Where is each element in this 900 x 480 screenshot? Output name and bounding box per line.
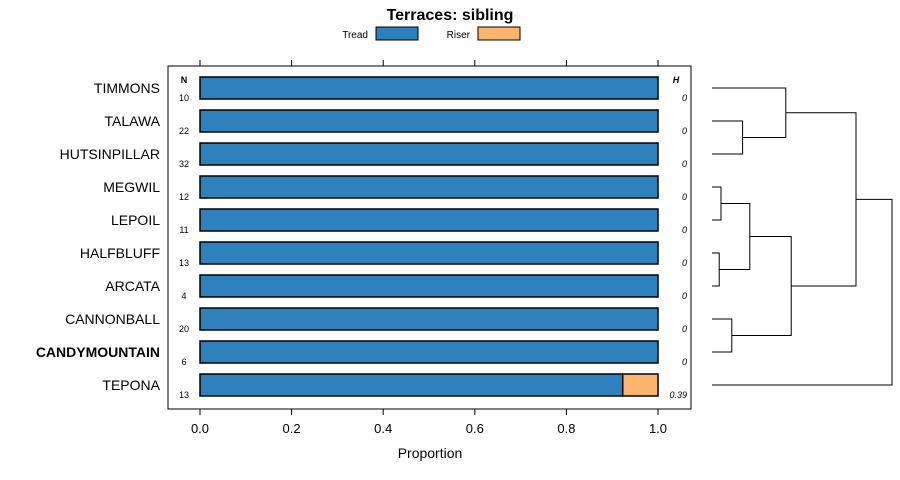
row-label: TALAWA <box>105 113 161 129</box>
x-tick-label: 0.0 <box>191 421 209 436</box>
legend-label-tread: Tread <box>342 30 368 41</box>
legend-swatch-riser <box>477 26 521 41</box>
x-tick-label: 0.8 <box>557 421 575 436</box>
h-value: 0 <box>682 258 687 268</box>
dendrogram-branch <box>712 318 733 353</box>
chart-title: Terraces: sibling <box>387 7 514 24</box>
bar-tread <box>199 307 659 331</box>
h-value: 0 <box>682 357 687 367</box>
bar-row: CANNONBALL 20 0 <box>65 307 687 334</box>
row-label: MEGWIL <box>103 179 160 195</box>
n-value: 6 <box>181 357 186 367</box>
h-value: 0 <box>682 192 687 202</box>
dendrogram-branch <box>731 236 792 336</box>
plot-panel <box>167 65 692 410</box>
h-value: 0 <box>682 291 687 301</box>
bar-row: ARCATA 4 0 <box>105 274 687 301</box>
h-column-header: H <box>673 75 680 85</box>
n-value: 13 <box>179 390 189 400</box>
row-label: TIMMONS <box>94 80 160 96</box>
row-label: CANNONBALL <box>65 311 160 327</box>
n-value: 4 <box>181 291 186 301</box>
dendrogram-branch <box>712 198 893 386</box>
x-tick-label: 1.0 <box>649 421 667 436</box>
x-axis: 0.0 0.2 0.4 0.6 0.8 1.0 <box>191 409 667 436</box>
row-label: HUTSINPILLAR <box>60 146 160 162</box>
x-axis-label: Proportion <box>398 445 463 461</box>
n-value: 32 <box>179 159 189 169</box>
bar-tread <box>199 241 659 265</box>
bar-tread <box>199 340 659 364</box>
legend-swatch-tread <box>375 26 419 41</box>
bar-tread <box>199 76 659 100</box>
n-value: 10 <box>179 93 189 103</box>
n-value: 12 <box>179 192 189 202</box>
bar-row: TIMMONS 10 0 <box>94 76 687 103</box>
dendrogram-branch <box>712 87 787 138</box>
bar-row: TEPONA 13 0.39 <box>102 373 687 400</box>
dendrogram-branch <box>712 120 744 155</box>
n-value: 20 <box>179 324 189 334</box>
bar-tread <box>199 109 659 133</box>
n-value: 22 <box>179 126 189 136</box>
dendrogram-branch <box>719 203 751 270</box>
x-tick-label: 0.4 <box>374 421 392 436</box>
dendrogram-branch <box>712 252 720 287</box>
top-axis-ticks <box>199 60 659 66</box>
dendrogram-branch <box>785 112 857 287</box>
h-value: 0 <box>682 93 687 103</box>
n-column-header: N <box>181 75 188 85</box>
n-value: 13 <box>179 258 189 268</box>
h-value: 0 <box>682 159 687 169</box>
row-label: HALFBLUFF <box>80 245 160 261</box>
dendrogram-branch <box>712 186 722 221</box>
row-label: LEPOIL <box>111 212 160 228</box>
row-label: ARCATA <box>105 278 160 294</box>
bar-tread <box>199 373 624 397</box>
bar-row: MEGWIL 12 0 <box>103 175 687 202</box>
x-tick-label: 0.6 <box>466 421 484 436</box>
legend-label-riser: Riser <box>447 30 471 41</box>
bar-row: HUTSINPILLAR 32 0 <box>60 142 687 169</box>
h-value: 0 <box>682 126 687 136</box>
bar-tread <box>199 175 659 199</box>
h-value: 0.39 <box>669 390 687 400</box>
bar-tread <box>199 208 659 232</box>
dendrogram <box>712 87 893 386</box>
bar-tread <box>199 142 659 166</box>
h-value: 0 <box>682 225 687 235</box>
bar-riser <box>621 373 659 397</box>
legend: Tread Riser <box>342 26 521 41</box>
bar-row: HALFBLUFF 13 0 <box>80 241 687 268</box>
bar-row: CANDYMOUNTAIN 6 0 <box>36 340 687 367</box>
bar-row: LEPOIL 11 0 <box>111 208 687 235</box>
h-value: 0 <box>682 324 687 334</box>
bar-row: TALAWA 22 0 <box>105 109 687 136</box>
x-tick-label: 0.2 <box>283 421 301 436</box>
row-label: TEPONA <box>102 377 160 393</box>
bar-tread <box>199 274 659 298</box>
n-value: 11 <box>179 225 188 235</box>
row-label: CANDYMOUNTAIN <box>36 344 160 360</box>
